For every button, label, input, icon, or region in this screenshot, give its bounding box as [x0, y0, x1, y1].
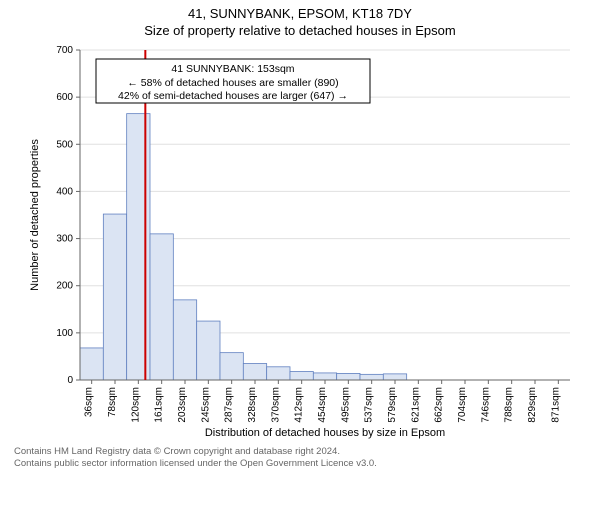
histogram-bar: [150, 234, 173, 380]
svg-text:161sqm: 161sqm: [154, 387, 165, 423]
footer-line-1: Contains HM Land Registry data © Crown c…: [14, 446, 600, 458]
callout-line-1: 41 SUNNYBANK: 153sqm: [171, 63, 294, 75]
histogram-bar: [267, 367, 290, 380]
svg-text:746sqm: 746sqm: [480, 387, 491, 423]
footer-line-2: Contains public sector information licen…: [14, 458, 600, 470]
svg-text:328sqm: 328sqm: [247, 387, 258, 423]
svg-text:245sqm: 245sqm: [200, 387, 211, 423]
svg-text:78sqm: 78sqm: [107, 387, 118, 417]
svg-text:500: 500: [56, 139, 73, 150]
svg-text:871sqm: 871sqm: [550, 387, 561, 423]
svg-text:600: 600: [56, 92, 73, 103]
callout-line-3: 42% of semi-detached houses are larger (…: [118, 90, 348, 102]
svg-text:704sqm: 704sqm: [457, 387, 468, 423]
svg-text:300: 300: [56, 234, 73, 245]
svg-text:0: 0: [67, 375, 73, 386]
histogram-bar: [103, 214, 126, 380]
svg-text:36sqm: 36sqm: [84, 387, 95, 417]
histogram-bar: [337, 373, 360, 380]
histogram-bar: [220, 353, 243, 380]
histogram-chart: 0 100 200 300 400 500 600 700 36sqm 78sqm 120sqm 16…: [20, 42, 580, 442]
svg-text:412sqm: 412sqm: [294, 387, 305, 423]
svg-text:495sqm: 495sqm: [340, 387, 351, 423]
svg-text:700: 700: [56, 45, 73, 56]
svg-text:203sqm: 203sqm: [177, 387, 188, 423]
histogram-bar: [313, 373, 336, 380]
page-subtitle: Size of property relative to detached ho…: [0, 23, 600, 38]
callout-line-2: ← 58% of detached houses are smaller (89…: [127, 77, 338, 89]
svg-text:Distribution of detached house: Distribution of detached houses by size …: [205, 427, 445, 439]
svg-text:454sqm: 454sqm: [317, 387, 328, 423]
svg-text:662sqm: 662sqm: [434, 387, 445, 423]
svg-text:579sqm: 579sqm: [387, 387, 398, 423]
svg-text:621sqm: 621sqm: [410, 387, 421, 423]
page-title: 41, SUNNYBANK, EPSOM, KT18 7DY: [0, 6, 600, 21]
footer-attribution: Contains HM Land Registry data © Crown c…: [0, 446, 600, 471]
svg-text:788sqm: 788sqm: [504, 387, 515, 423]
histogram-bar: [80, 348, 103, 380]
histogram-bar: [383, 374, 406, 380]
histogram-bar: [127, 114, 150, 380]
svg-text:829sqm: 829sqm: [527, 387, 538, 423]
svg-text:120sqm: 120sqm: [130, 387, 141, 423]
histogram-bar: [290, 372, 313, 380]
svg-text:400: 400: [56, 186, 73, 197]
histogram-bar: [360, 374, 383, 380]
histogram-bar: [197, 321, 220, 380]
svg-text:Number of detached properties: Number of detached properties: [29, 139, 41, 291]
svg-text:200: 200: [56, 281, 73, 292]
histogram-bar: [173, 300, 196, 380]
svg-text:537sqm: 537sqm: [364, 387, 375, 423]
svg-text:287sqm: 287sqm: [224, 387, 235, 423]
svg-text:370sqm: 370sqm: [270, 387, 281, 423]
svg-text:100: 100: [56, 328, 73, 339]
histogram-bar: [243, 364, 266, 381]
